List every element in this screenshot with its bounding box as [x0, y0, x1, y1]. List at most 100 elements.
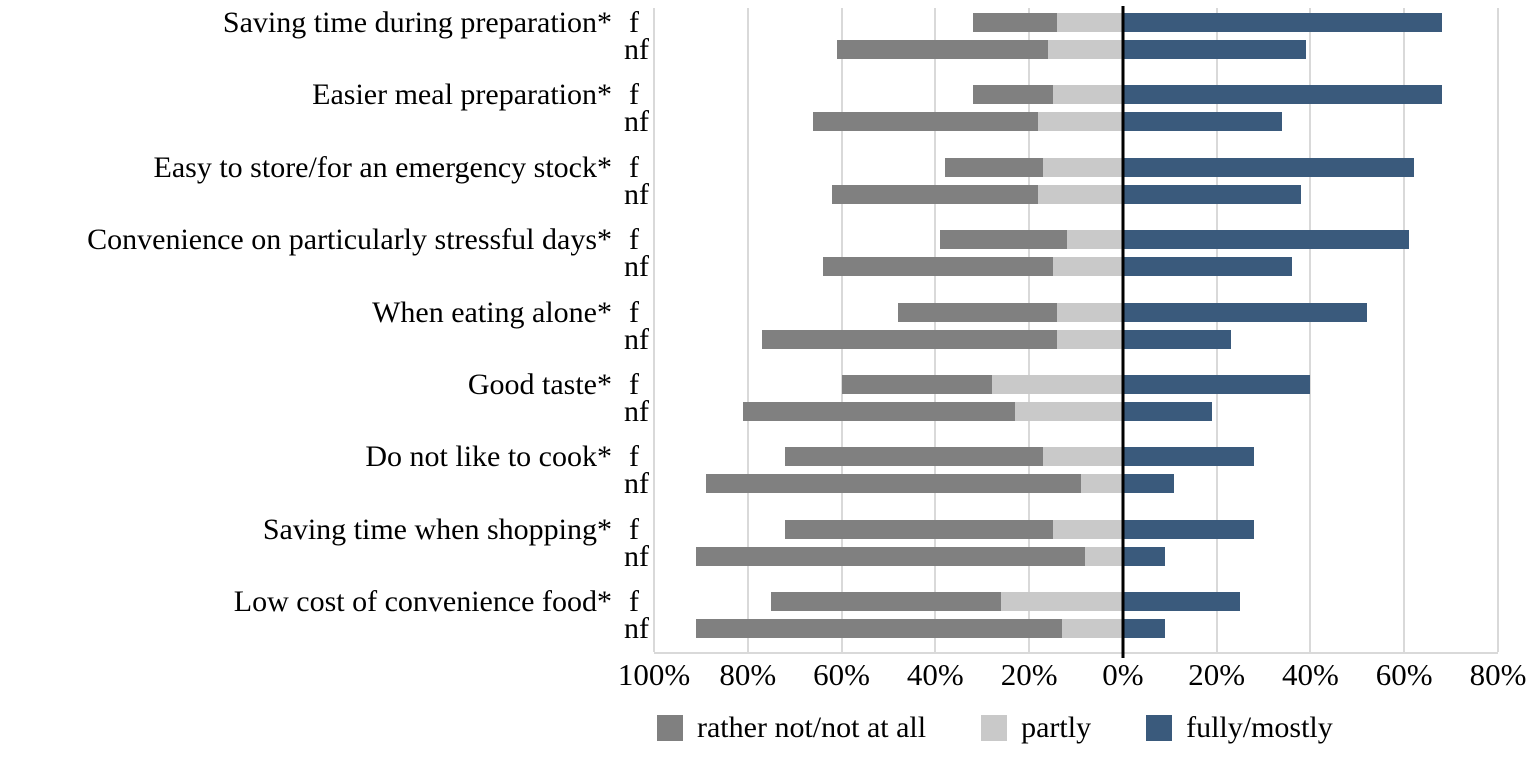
bar-segment-rather-not-f — [785, 519, 1053, 539]
x-axis-tick-label: 20% — [1000, 657, 1058, 692]
bar-segment-rather-not-f — [897, 302, 1058, 322]
row-label-f: f — [629, 6, 639, 39]
category-label: Saving time when shopping* — [262, 512, 612, 546]
bar-segment-partly-nf — [1057, 329, 1123, 349]
row-label-nf: nf — [624, 467, 649, 501]
bar-segment-partly-f — [991, 375, 1123, 394]
category-label: Good taste* — [467, 368, 612, 401]
bar-segment-fully-nf — [1122, 474, 1175, 494]
bar-segment-rather-not-nf — [743, 402, 1016, 421]
x-axis-tick-label: 80% — [719, 657, 777, 692]
category-label: Convenience on particularly stressful da… — [87, 223, 612, 257]
bar-segment-rather-not-nf — [761, 329, 1058, 349]
row-label-nf: nf — [624, 322, 649, 356]
bar-segment-fully-f — [1122, 230, 1409, 250]
bar-segment-rather-not-f — [841, 375, 992, 394]
bar-segment-partly-nf — [1038, 112, 1123, 132]
bar-segment-partly-f — [1043, 447, 1123, 467]
bar-segment-rather-not-f — [944, 157, 1044, 177]
bar-segment-fully-nf — [1122, 329, 1231, 349]
bar-segment-fully-f — [1122, 157, 1414, 177]
bar-segment-rather-not-f — [785, 447, 1044, 467]
gridline--80 — [746, 8, 749, 652]
legend-label-partly: partly — [1021, 711, 1092, 744]
bar-segment-rather-not-nf — [813, 112, 1039, 132]
bar-segment-fully-nf — [1122, 112, 1283, 132]
legend-swatch-partly-icon — [981, 715, 1008, 741]
legend-item-rather-not: rather not/not at all — [657, 712, 926, 744]
bar-segment-partly-f — [1066, 230, 1123, 250]
x-axis-tick-label: 20% — [1188, 657, 1246, 692]
legend-item-partly: partly — [981, 712, 1091, 744]
row-label-nf: nf — [624, 105, 649, 139]
row-label-f: f — [629, 512, 639, 546]
bar-segment-fully-f — [1122, 519, 1255, 539]
category-label: Saving time during preparation* — [222, 6, 612, 39]
bar-segment-partly-nf — [1061, 619, 1123, 639]
bar-segment-rather-not-nf — [822, 257, 1053, 277]
bar-segment-partly-f — [1052, 519, 1123, 539]
x-axis-tick-label: 60% — [813, 657, 870, 692]
legend-swatch-rather-not-icon — [657, 715, 683, 741]
bar-segment-rather-not-f — [771, 592, 1001, 612]
row-label-f: f — [629, 150, 639, 184]
row-label-nf: nf — [624, 250, 649, 284]
gridline-40 — [1309, 8, 1312, 652]
bar-segment-rather-not-f — [972, 13, 1058, 32]
bar-segment-partly-nf — [1038, 184, 1123, 204]
bar-segment-partly-f — [1057, 13, 1123, 32]
row-label-f: f — [629, 585, 639, 619]
row-label-nf: nf — [624, 177, 649, 211]
row-label-nf: nf — [624, 395, 649, 428]
bar-segment-fully-f — [1122, 13, 1442, 32]
row-label-f: f — [629, 78, 639, 112]
bar-segment-partly-nf — [1052, 257, 1123, 277]
category-label: Low cost of convenience food* — [233, 585, 612, 619]
legend-item-fully: fully/mostly — [1146, 712, 1333, 744]
bar-segment-fully-nf — [1122, 619, 1166, 639]
bar-segment-fully-f — [1122, 85, 1442, 105]
bar-segment-partly-nf — [1015, 402, 1123, 421]
row-label-nf: nf — [624, 612, 649, 646]
bar-segment-fully-f — [1122, 375, 1311, 394]
row-label-nf: nf — [624, 539, 649, 573]
category-label: Easy to store/for an emergency stock* — [153, 150, 612, 184]
legend-swatch-fully-icon — [1146, 715, 1173, 741]
bar-segment-rather-not-nf — [705, 474, 1081, 494]
row-label-f: f — [629, 368, 639, 401]
x-axis-tick-label: 40% — [906, 657, 964, 692]
bar-segment-partly-f — [1057, 302, 1123, 322]
category-label: Do not like to cook* — [365, 440, 612, 474]
legend-label-rather-not: rather not/not at all — [697, 711, 927, 744]
bar-segment-rather-not-f — [972, 85, 1053, 105]
row-label-f: f — [629, 440, 639, 474]
bar-segment-rather-not-f — [940, 230, 1067, 250]
bar-segment-fully-nf — [1122, 40, 1306, 59]
bar-segment-fully-nf — [1122, 402, 1212, 421]
bar-segment-rather-not-nf — [696, 619, 1062, 639]
row-label-nf: nf — [624, 33, 649, 66]
legend-label-fully: fully/mostly — [1186, 711, 1333, 744]
gridline-60 — [1403, 8, 1406, 652]
bar-segment-fully-nf — [1122, 184, 1302, 204]
x-axis-tick-label: 0% — [1102, 657, 1144, 692]
bar-segment-fully-nf — [1122, 257, 1292, 277]
category-label: When eating alone* — [372, 295, 612, 329]
row-label-f: f — [629, 223, 639, 257]
bar-segment-fully-nf — [1122, 546, 1166, 566]
bar-segment-partly-f — [1052, 85, 1123, 105]
bar-segment-partly-nf — [1047, 40, 1123, 59]
bar-segment-fully-f — [1122, 302, 1367, 322]
x-axis-tick-label: 60% — [1375, 657, 1433, 692]
legend: rather not/not at all partly fully/mostl… — [657, 712, 1333, 744]
gridline--100 — [653, 8, 655, 652]
bar-segment-partly-f — [1043, 157, 1123, 177]
bar-segment-partly-nf — [1080, 474, 1123, 494]
category-label: Easier meal preparation* — [312, 78, 612, 112]
bar-segment-rather-not-nf — [832, 184, 1039, 204]
bar-segment-partly-f — [1000, 592, 1123, 612]
zero-axis-line — [1121, 6, 1125, 658]
x-axis-tick-label: 100% — [617, 657, 691, 692]
bar-segment-fully-f — [1122, 447, 1255, 467]
